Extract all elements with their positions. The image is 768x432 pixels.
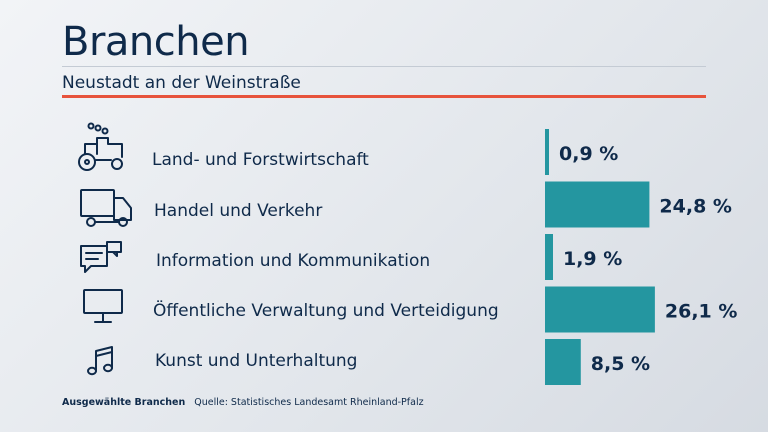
bar xyxy=(545,234,553,280)
category-label: Öffentliche Verwaltung und Verteidigung xyxy=(153,301,499,321)
chat-bubbles-icon xyxy=(79,240,125,276)
chart-subtitle: Neustadt an der Weinstraße xyxy=(62,73,301,93)
value-label: 24,8 % xyxy=(659,196,732,218)
bar xyxy=(545,286,655,333)
title-divider xyxy=(62,66,706,67)
category-label: Handel und Verkehr xyxy=(154,201,323,221)
bar xyxy=(545,129,549,175)
category-label: Information und Kommunikation xyxy=(156,251,431,271)
value-label: 1,9 % xyxy=(563,248,622,270)
category-label: Land- und Forstwirtschaft xyxy=(152,150,369,170)
category-label: Kunst und Unterhaltung xyxy=(155,351,358,371)
value-label: 8,5 % xyxy=(591,353,650,375)
value-label: 26,1 % xyxy=(665,301,738,323)
accent-divider xyxy=(62,95,706,98)
footer-source: Quelle: Statistisches Landesamt Rheinlan… xyxy=(194,397,424,408)
truck-icon xyxy=(79,186,135,230)
value-label: 0,9 % xyxy=(559,143,618,165)
footer-category: Ausgewählte Branchen xyxy=(62,397,186,408)
bar xyxy=(545,181,650,228)
bar xyxy=(545,339,581,385)
monitor-icon xyxy=(82,288,126,326)
footer: Ausgewählte Branchen Quelle: Statistisch… xyxy=(62,397,424,409)
music-note-icon xyxy=(86,345,116,377)
chart-title: Branchen xyxy=(62,19,250,65)
tractor-icon xyxy=(74,120,130,176)
